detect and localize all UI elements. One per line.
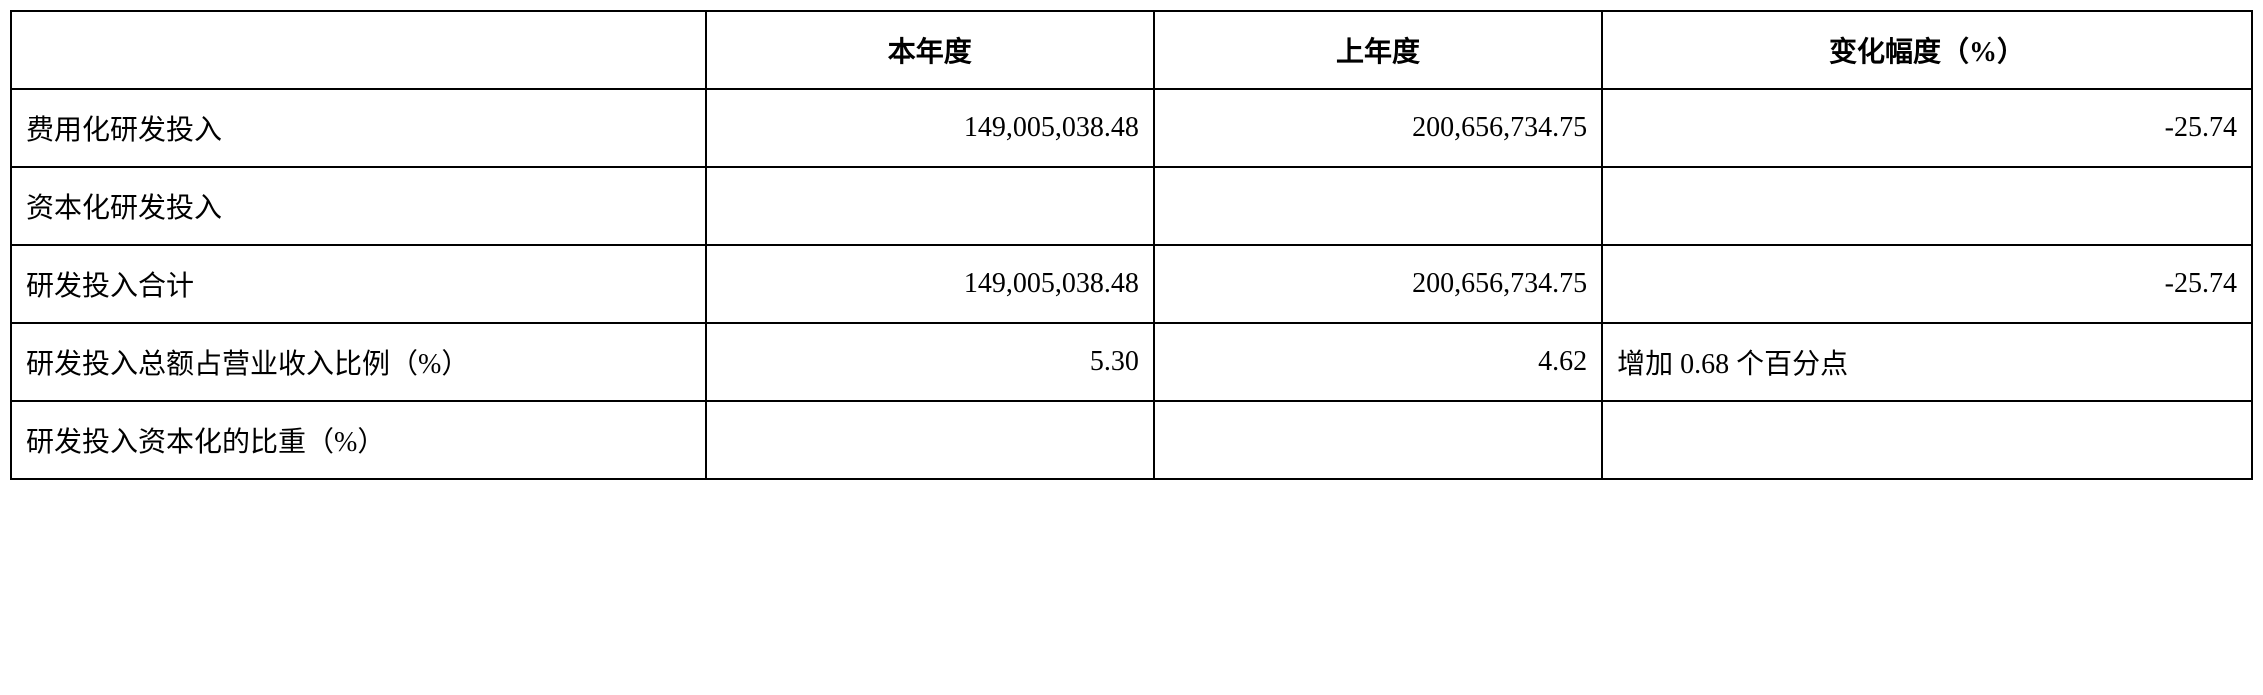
table-row: 研发投入总额占营业收入比例（%） 5.30 4.62 增加 0.68 个百分点 xyxy=(11,323,2252,401)
cell-change-pct: -25.74 xyxy=(1602,89,2252,167)
rd-investment-table: 本年度 上年度 变化幅度（%） 费用化研发投入 149,005,038.48 2… xyxy=(10,10,2253,480)
table-header-row: 本年度 上年度 变化幅度（%） xyxy=(11,11,2252,89)
table-body: 费用化研发投入 149,005,038.48 200,656,734.75 -2… xyxy=(11,89,2252,479)
cell-previous-year: 200,656,734.75 xyxy=(1154,89,1602,167)
cell-current-year: 5.30 xyxy=(706,323,1154,401)
cell-previous-year: 200,656,734.75 xyxy=(1154,245,1602,323)
cell-change-pct xyxy=(1602,167,2252,245)
table-row: 研发投入合计 149,005,038.48 200,656,734.75 -25… xyxy=(11,245,2252,323)
table-row: 资本化研发投入 xyxy=(11,167,2252,245)
cell-current-year xyxy=(706,401,1154,479)
cell-previous-year xyxy=(1154,167,1602,245)
table-row: 研发投入资本化的比重（%） xyxy=(11,401,2252,479)
cell-change-pct xyxy=(1602,401,2252,479)
cell-change-pct: 增加 0.68 个百分点 xyxy=(1602,323,2252,401)
cell-current-year: 149,005,038.48 xyxy=(706,89,1154,167)
cell-change-pct: -25.74 xyxy=(1602,245,2252,323)
cell-label: 资本化研发投入 xyxy=(11,167,706,245)
header-previous-year: 上年度 xyxy=(1154,11,1602,89)
cell-label: 研发投入总额占营业收入比例（%） xyxy=(11,323,706,401)
table-row: 费用化研发投入 149,005,038.48 200,656,734.75 -2… xyxy=(11,89,2252,167)
cell-label: 费用化研发投入 xyxy=(11,89,706,167)
header-change-pct: 变化幅度（%） xyxy=(1602,11,2252,89)
header-label xyxy=(11,11,706,89)
cell-previous-year: 4.62 xyxy=(1154,323,1602,401)
cell-previous-year xyxy=(1154,401,1602,479)
cell-label: 研发投入合计 xyxy=(11,245,706,323)
cell-current-year: 149,005,038.48 xyxy=(706,245,1154,323)
cell-current-year xyxy=(706,167,1154,245)
header-current-year: 本年度 xyxy=(706,11,1154,89)
cell-label: 研发投入资本化的比重（%） xyxy=(11,401,706,479)
